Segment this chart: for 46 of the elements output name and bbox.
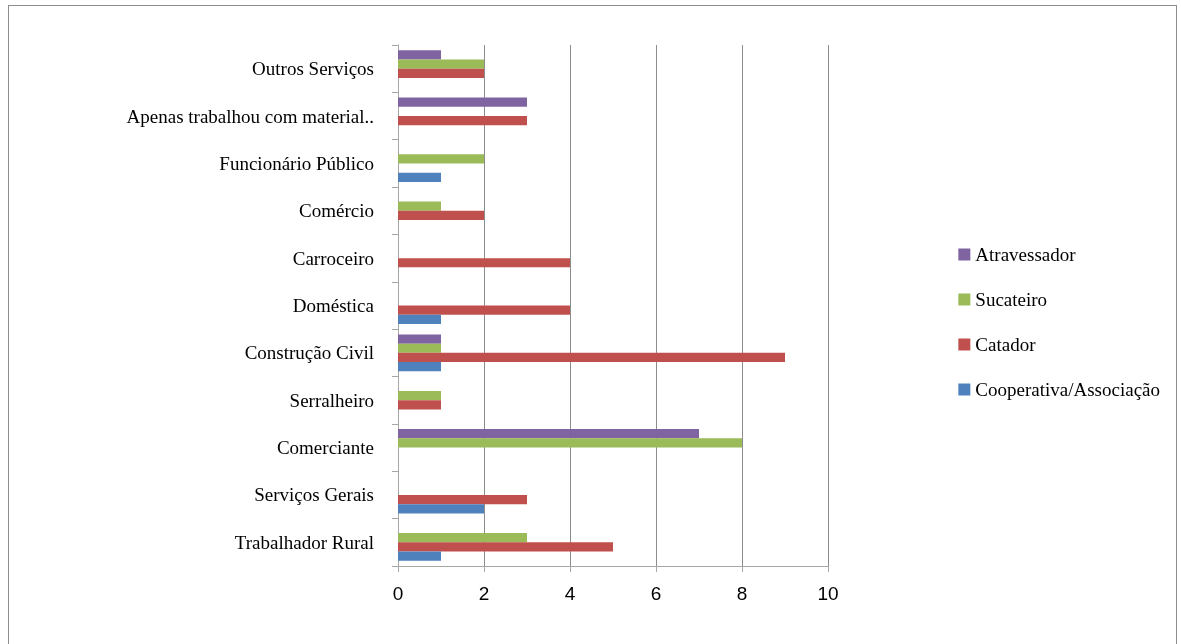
y-tick-label: Funcionário Público: [219, 152, 374, 174]
bar: [398, 201, 441, 211]
bar: [398, 50, 441, 60]
bar: [398, 390, 441, 401]
bar: [398, 154, 484, 164]
x-tick-label: 6: [650, 583, 662, 604]
bar: [398, 172, 441, 182]
bar: [398, 59, 484, 69]
bar: [398, 542, 613, 552]
bar: [398, 362, 441, 372]
bar: [398, 343, 441, 353]
bar: [398, 314, 441, 324]
bar: [398, 438, 742, 448]
y-tick-label: Construção Civil: [244, 342, 374, 364]
bar: [398, 68, 484, 78]
y-tick-label: Doméstica: [292, 295, 375, 316]
bar: [398, 258, 570, 268]
bar: [398, 551, 441, 561]
legend-label: Sucateiro: [975, 289, 1048, 310]
bar: [398, 97, 527, 107]
bar: [398, 494, 527, 505]
bar: [398, 533, 527, 543]
y-tick-label: Serviços Gerais: [254, 484, 374, 506]
y-tick-label: Comerciante: [276, 437, 374, 459]
bar: [398, 400, 441, 410]
bar: [398, 429, 699, 439]
x-tick-label: 4: [564, 583, 576, 604]
legend-label: Atravessador: [975, 244, 1077, 265]
y-tick-label: Carroceiro: [292, 247, 374, 269]
bar: [398, 210, 484, 221]
x-tick-label: 0: [392, 583, 404, 604]
bar: [398, 504, 484, 514]
bar: [398, 334, 441, 344]
bar: [398, 116, 527, 126]
legend-label: Cooperativa/Associação: [975, 379, 1160, 400]
bar: [398, 352, 785, 363]
x-tick-label: 8: [736, 583, 748, 604]
y-tick-label: Outros Serviços: [252, 58, 374, 80]
y-tick-label: Comércio: [299, 200, 374, 222]
y-tick-label: Serralheiro: [289, 389, 374, 411]
y-tick-label: Apenas trabalhou com material..: [126, 105, 374, 127]
bar: [398, 305, 570, 315]
x-tick-label: 10: [817, 583, 839, 604]
legend-label: Catador: [975, 334, 1037, 355]
x-tick-label: 2: [478, 583, 490, 604]
y-tick-label: Trabalhador Rural: [234, 531, 374, 553]
